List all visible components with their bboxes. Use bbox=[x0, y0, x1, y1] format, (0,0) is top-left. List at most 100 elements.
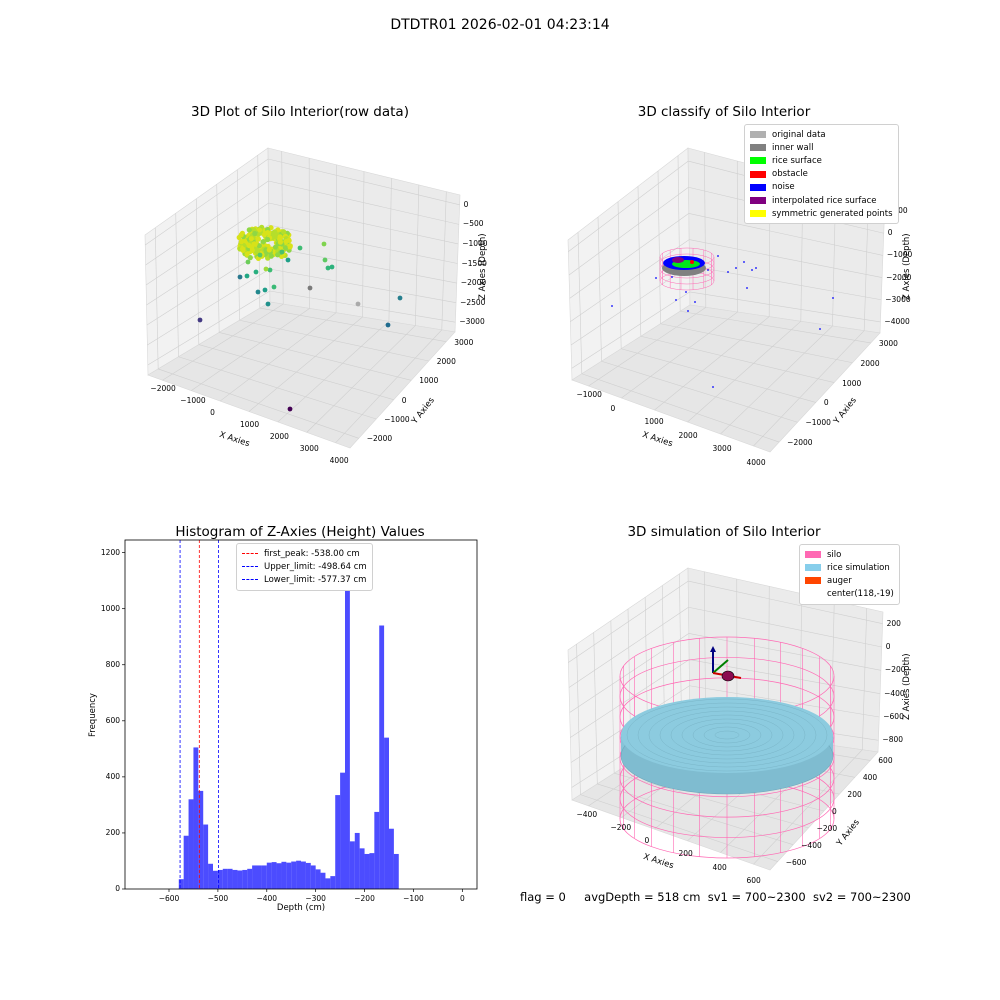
grid-line bbox=[657, 170, 661, 324]
grid-line bbox=[568, 607, 689, 688]
data-point bbox=[282, 245, 288, 251]
noise-point bbox=[694, 301, 696, 303]
histogram-bar bbox=[237, 870, 243, 889]
data-point bbox=[244, 273, 250, 279]
grid-line bbox=[593, 632, 598, 784]
grid-line bbox=[689, 291, 881, 323]
y-tick-label: 3000 bbox=[454, 337, 474, 347]
legend-entry: noise bbox=[750, 181, 893, 194]
histogram-bar bbox=[242, 869, 248, 889]
grid-line bbox=[268, 180, 459, 225]
legend-entry: center(118,-19) bbox=[805, 588, 894, 601]
sv1-text: sv1 = 700~2300 bbox=[707, 890, 806, 904]
data-point bbox=[397, 295, 403, 301]
data-point bbox=[265, 301, 271, 307]
data-point bbox=[325, 265, 331, 271]
histogram-bar bbox=[203, 824, 209, 889]
data-point bbox=[307, 285, 313, 291]
histogram-bar bbox=[325, 878, 331, 889]
histogram-bar bbox=[252, 865, 257, 889]
grid-line bbox=[269, 268, 457, 303]
histogram-bar bbox=[310, 865, 316, 889]
legend-label: noise bbox=[772, 182, 795, 193]
z-tick-label: −2500 bbox=[460, 297, 486, 307]
x-tick-label: 2000 bbox=[678, 430, 698, 440]
grid-line bbox=[277, 321, 390, 423]
data-point bbox=[266, 247, 272, 253]
surface-mesh bbox=[659, 710, 795, 760]
grid-line bbox=[268, 202, 459, 245]
noise-point bbox=[755, 267, 757, 269]
legend-label: Lower_limit: -577.37 cm bbox=[264, 574, 367, 585]
z-tick-label: 0 bbox=[887, 228, 893, 238]
grid-line bbox=[689, 265, 882, 301]
grid-line bbox=[687, 321, 802, 423]
grid-line bbox=[306, 325, 416, 433]
noise-point bbox=[727, 271, 729, 273]
grid-line bbox=[191, 308, 310, 391]
noise-point bbox=[712, 386, 714, 388]
grid-line bbox=[617, 201, 622, 349]
status-footer: flag = 0 avgDepth = 518 cm sv1 = 700~230… bbox=[520, 890, 911, 904]
interpolated-surface bbox=[672, 257, 684, 263]
grid-line bbox=[570, 265, 690, 346]
histogram-bar bbox=[217, 869, 223, 889]
classify-legend: original data inner wall rice surface obsta… bbox=[744, 124, 899, 225]
legend-label: original data bbox=[772, 129, 826, 140]
data-point bbox=[260, 239, 266, 245]
legend-label: first_peak: -538.00 cm bbox=[264, 548, 360, 559]
legend-entry: Lower_limit: -577.37 cm bbox=[242, 573, 367, 586]
y-arrow bbox=[712, 659, 729, 674]
data-point bbox=[253, 269, 259, 275]
histogram-bar bbox=[379, 625, 385, 889]
data-point bbox=[240, 246, 246, 252]
y-axis-label: Frequency bbox=[88, 693, 98, 737]
histogram-chart bbox=[122, 539, 478, 892]
legend-label: auger bbox=[827, 575, 852, 586]
grid-line bbox=[570, 239, 690, 322]
x-tick-label: −1000 bbox=[576, 390, 602, 399]
y-tick-label: 1000 bbox=[100, 603, 120, 613]
raw-panel-title: 3D Plot of Silo Interior(row data) bbox=[191, 104, 409, 120]
data-point bbox=[329, 264, 335, 270]
classify-z-axis-label: Z Axies (Depth) bbox=[902, 233, 912, 300]
legend-entry: interpolated rice surface bbox=[750, 194, 893, 207]
legend-entry: original data bbox=[750, 128, 893, 141]
legend-label: inner wall bbox=[772, 142, 814, 153]
surface-mesh bbox=[648, 706, 806, 764]
y-tick-label: 0 bbox=[401, 395, 407, 405]
z-tick-label: −2000 bbox=[886, 272, 912, 282]
grid-line bbox=[568, 580, 689, 663]
legend-swatch bbox=[805, 564, 821, 572]
grid-line bbox=[571, 291, 690, 369]
x-tick-label: 0 bbox=[210, 408, 215, 418]
simulation-z-axis-label: Z Axies (Depth) bbox=[902, 653, 912, 720]
grid-line bbox=[660, 323, 853, 364]
x-tick-label: 3000 bbox=[712, 444, 732, 453]
x-tick-label: 400 bbox=[712, 862, 727, 872]
surface-mesh bbox=[637, 702, 817, 768]
data-point bbox=[385, 322, 391, 328]
y-tick-label: 0 bbox=[115, 884, 120, 893]
y-tick-label: −400 bbox=[801, 840, 822, 850]
noise-point bbox=[707, 269, 709, 271]
legend-label: symmetric generated points bbox=[772, 208, 893, 219]
data-point bbox=[246, 227, 252, 233]
data-point bbox=[256, 227, 263, 233]
grid-line bbox=[581, 373, 780, 443]
x-tick-label: 2000 bbox=[269, 431, 289, 441]
data-point bbox=[244, 251, 250, 257]
grid-line bbox=[640, 335, 835, 383]
surface-mesh bbox=[681, 718, 773, 752]
grid-line bbox=[614, 772, 809, 829]
x-tick-label: 1000 bbox=[644, 417, 664, 426]
data-point bbox=[237, 274, 243, 280]
legend-label: silo bbox=[827, 549, 842, 560]
y-tick-label: 0 bbox=[823, 398, 829, 408]
grid-line bbox=[198, 344, 394, 400]
legend-label: center(118,-19) bbox=[827, 589, 894, 600]
histogram-bar bbox=[281, 861, 287, 889]
grid-line bbox=[621, 311, 738, 399]
grid-line bbox=[158, 368, 359, 439]
